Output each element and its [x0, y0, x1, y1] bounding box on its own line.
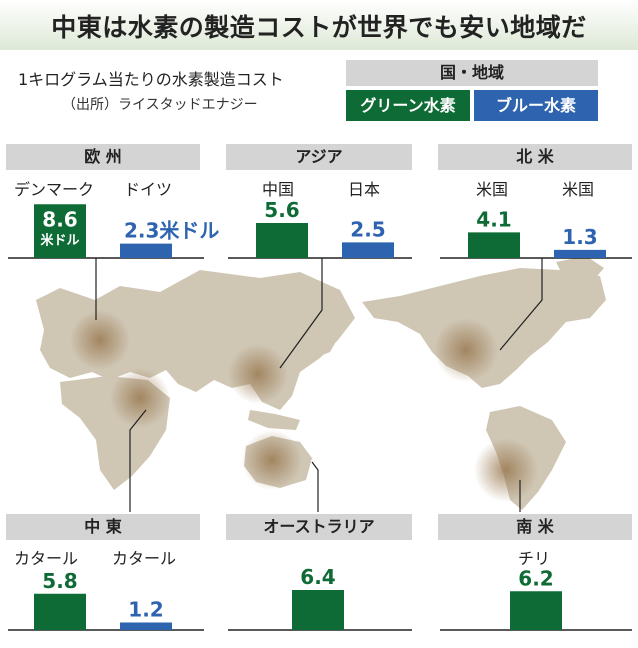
leader-lines	[95, 258, 543, 512]
data-label-asia-blue: 2.5	[350, 217, 385, 241]
bar-europe-blue	[120, 243, 172, 258]
region-middle-east: 中 東	[6, 514, 200, 540]
data-label-europe-green: 8.6	[42, 207, 77, 231]
chart-title: 中東は水素の製造コストが世界でも安い地域だ	[51, 13, 587, 42]
bar-europe-green	[34, 204, 86, 258]
bar-middle-east-green	[34, 593, 86, 630]
bar-asia-green	[256, 223, 308, 258]
bar-australia-green	[292, 590, 344, 630]
legend-title: 国・地域	[346, 60, 598, 86]
country-japan: 日本	[348, 180, 381, 199]
southeast-asia-islands	[248, 410, 300, 430]
data-label-asia-green: 5.6	[264, 198, 299, 222]
region-north-america: 北 米	[438, 144, 632, 170]
bar-middle-east-blue	[120, 622, 172, 630]
country-denmark: デンマーク	[14, 180, 95, 199]
japan-island	[320, 322, 338, 356]
region-highlights	[70, 310, 538, 502]
legend-blue-hydrogen: ブルー水素	[474, 90, 598, 121]
legend-green-hydrogen: グリーン水素	[346, 90, 470, 121]
data-label-middle-east-blue: 1.2	[128, 598, 163, 622]
region-europe: 欧 州	[6, 144, 200, 170]
greenland-landmass	[556, 256, 604, 284]
country-qatar-green: カタール	[14, 549, 79, 568]
bar-asia-blue	[342, 242, 394, 258]
chart-subtitle: 1キログラム当たりの水素製造コスト	[18, 70, 284, 89]
region-australia: オーストラリア	[226, 514, 412, 540]
data-label-south-america-green: 6.2	[518, 566, 553, 590]
bar-south-america-green	[510, 591, 562, 630]
country-us-green: 米国	[476, 180, 509, 199]
region-south-america: 南 米	[438, 514, 632, 540]
unit-label-europe: 米ドル	[40, 232, 79, 248]
data-label-middle-east-green: 5.8	[42, 569, 77, 593]
title-band	[0, 0, 638, 50]
country-us-blue: 米国	[562, 180, 595, 199]
data-label-australia-green: 6.4	[300, 565, 335, 589]
country-qatar-blue: カタール	[112, 549, 177, 568]
source-note: （出所）ライスタッドエナジー	[62, 97, 258, 113]
country-chile: チリ	[518, 549, 551, 568]
country-germany: ドイツ	[124, 180, 173, 199]
bar-north-america-blue	[554, 249, 606, 258]
bar-north-america-green	[468, 232, 520, 258]
region-asia: アジア	[226, 144, 412, 170]
data-label-north-america-blue: 1.3	[562, 225, 597, 249]
data-label-north-america-green: 4.1	[476, 207, 511, 231]
country-china: 中国	[262, 180, 295, 199]
data-label-europe-blue: 2.3米ドル	[124, 219, 219, 243]
